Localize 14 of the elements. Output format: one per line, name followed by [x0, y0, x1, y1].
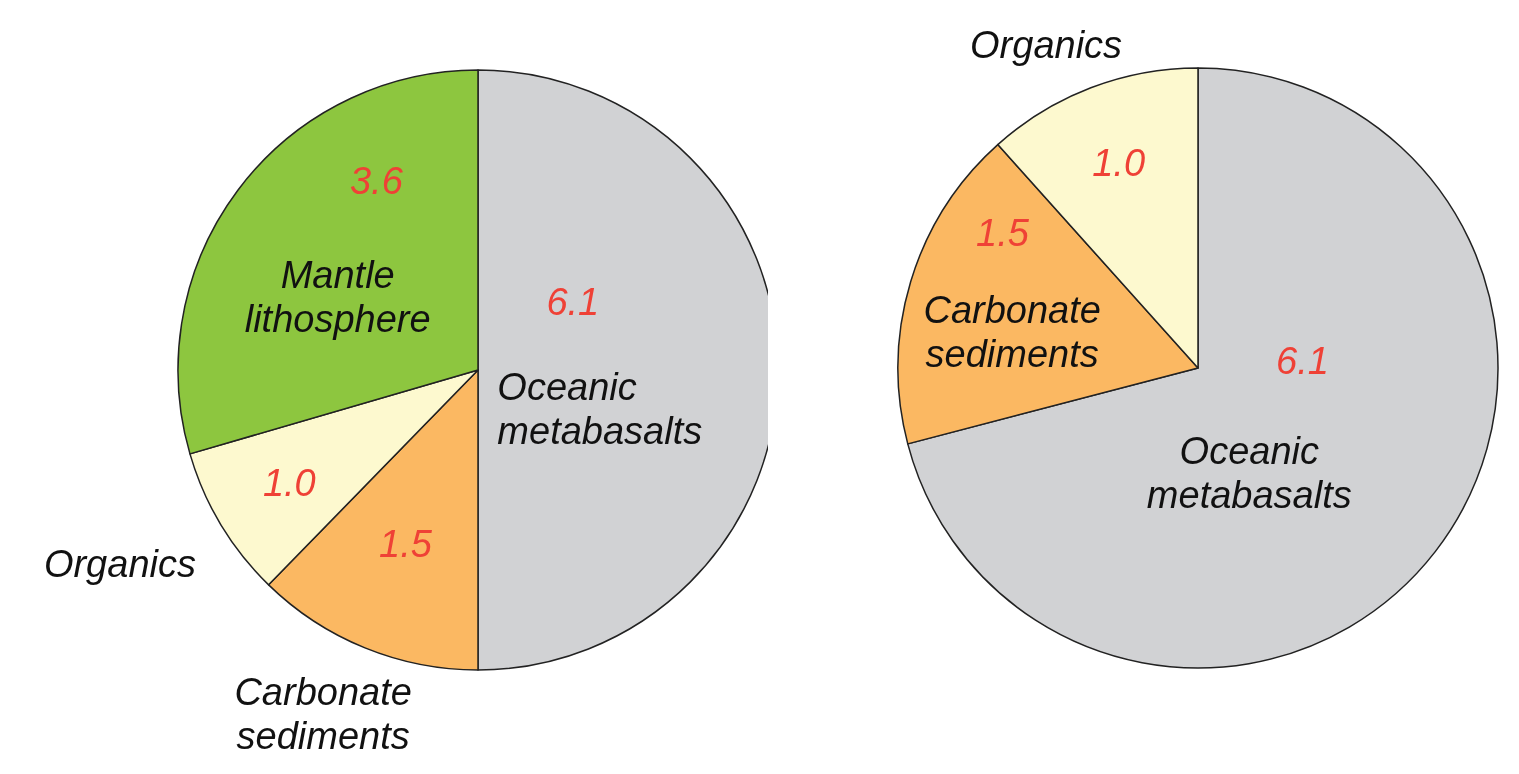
slice-label: Oceanic metabasalts: [1146, 429, 1352, 516]
data-label: 1.0: [1092, 141, 1146, 184]
data-label: 1.0: [262, 462, 316, 505]
slice-label: Oceanic metabasalts: [497, 365, 703, 452]
slice-label: Organics: [970, 23, 1123, 66]
data-label: 3.6: [349, 160, 404, 203]
slice-label: Organics: [43, 542, 196, 585]
data-label: 6.1: [546, 281, 600, 324]
data-label: 1.5: [976, 211, 1030, 254]
data-label: 6.1: [1276, 340, 1329, 383]
slice-label: Carbonate sediments: [234, 670, 412, 757]
slice-label: Mantle lithosphere: [244, 254, 431, 341]
slice-label: Carbonate sediments: [923, 289, 1101, 376]
data-label: 1.5: [379, 523, 433, 566]
